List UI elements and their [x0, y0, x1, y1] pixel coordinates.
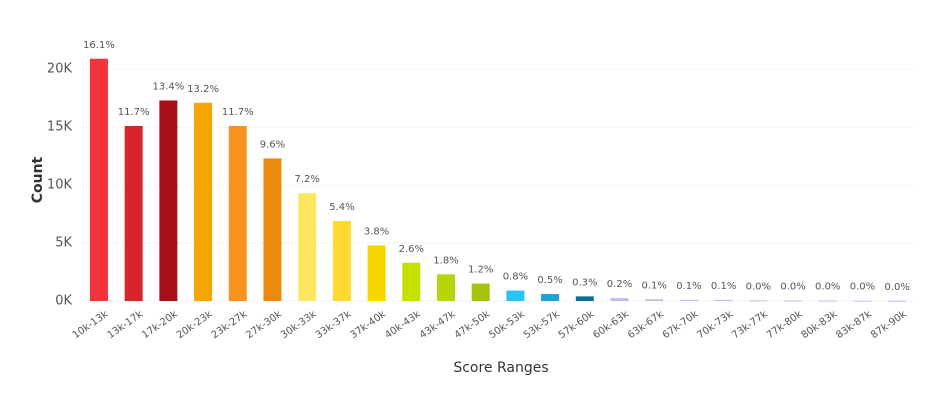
bar	[228, 125, 247, 302]
bar	[749, 300, 768, 302]
x-tick-label: 70k-73k	[695, 309, 735, 341]
data-label: 13.2%	[187, 84, 219, 95]
x-tick-label: 63k-67k	[626, 309, 666, 341]
x-tick-label: 10k-13k	[71, 309, 111, 341]
x-tick-label: 40k-43k	[383, 309, 423, 341]
bar	[818, 300, 837, 302]
data-label: 11.7%	[222, 107, 254, 118]
x-tick-label: 30k-33k	[279, 309, 319, 341]
bar	[541, 294, 560, 301]
data-label: 0.0%	[884, 282, 909, 293]
data-label: 0.1%	[642, 280, 667, 291]
data-label: 0.5%	[537, 275, 562, 286]
x-tick-label: 47k-50k	[453, 309, 493, 341]
data-label: 1.8%	[433, 255, 458, 266]
x-axis-title: Score Ranges	[453, 360, 548, 376]
data-label: 0.1%	[711, 281, 736, 292]
x-tick-label: 87k-90k	[869, 309, 909, 341]
data-label: 11.7%	[118, 107, 150, 118]
bar	[784, 300, 803, 302]
bar	[714, 299, 733, 301]
data-label: 0.0%	[746, 281, 771, 292]
y-tick-label: 20K	[47, 62, 73, 77]
x-tick-label: 17k-20k	[140, 309, 180, 341]
bar	[888, 300, 907, 302]
bar	[853, 300, 872, 302]
x-tick-label: 43k-47k	[418, 309, 458, 341]
bar	[471, 283, 490, 301]
x-tick-label: 67k-70k	[661, 309, 701, 341]
bar	[402, 262, 421, 301]
y-tick-label: 10K	[47, 178, 73, 193]
x-tick-label: 33k-37k	[314, 309, 354, 341]
x-tick-label: 37k-40k	[348, 309, 388, 341]
x-tick-label: 23k-27k	[210, 309, 250, 341]
x-tick-label: 50k-53k	[487, 309, 527, 341]
x-tick-label: 80k-83k	[800, 309, 840, 341]
bar	[436, 274, 455, 301]
x-tick-label: 83k-87k	[834, 309, 874, 341]
bar	[575, 296, 594, 301]
bar	[194, 102, 213, 301]
data-label: 0.3%	[572, 277, 597, 288]
bar	[263, 158, 282, 301]
bar	[298, 193, 317, 301]
data-label: 0.8%	[503, 272, 528, 283]
bar	[610, 298, 629, 301]
data-label: 13.4%	[152, 81, 184, 92]
x-tick-label: 20k-23k	[175, 309, 215, 341]
y-tick-label: 5K	[55, 236, 72, 251]
data-label: 1.2%	[468, 265, 493, 276]
bar	[89, 58, 108, 301]
data-label: 0.2%	[607, 279, 632, 290]
bar	[367, 245, 386, 301]
data-label: 9.6%	[260, 139, 285, 150]
x-tick-label: 13k-17k	[105, 309, 145, 341]
x-tick-label: 60k-63k	[591, 309, 631, 341]
bar	[679, 299, 698, 301]
y-axis-title: Count	[30, 156, 46, 203]
data-label: 0.0%	[780, 281, 805, 292]
data-label: 0.0%	[850, 282, 875, 293]
x-tick-label: 27k-30k	[244, 309, 284, 341]
bar	[506, 290, 525, 301]
x-tick-label: 73k-77k	[730, 309, 770, 341]
data-label: 7.2%	[294, 174, 319, 185]
data-label: 0.0%	[815, 282, 840, 293]
data-label: 3.8%	[364, 226, 389, 237]
y-tick-label: 0K	[55, 294, 72, 309]
data-label: 0.1%	[676, 281, 701, 292]
bar	[332, 221, 351, 301]
x-tick-label: 53k-57k	[522, 309, 562, 341]
data-label: 2.6%	[399, 244, 424, 255]
x-tick-label: 77k-80k	[765, 309, 805, 341]
data-label: 5.4%	[329, 202, 354, 213]
y-tick-label: 15K	[47, 120, 73, 135]
x-tick-label: 57k-60k	[557, 309, 597, 341]
bar	[124, 125, 143, 302]
data-label: 16.1%	[83, 40, 115, 51]
bar	[645, 299, 664, 301]
bar	[159, 100, 178, 302]
